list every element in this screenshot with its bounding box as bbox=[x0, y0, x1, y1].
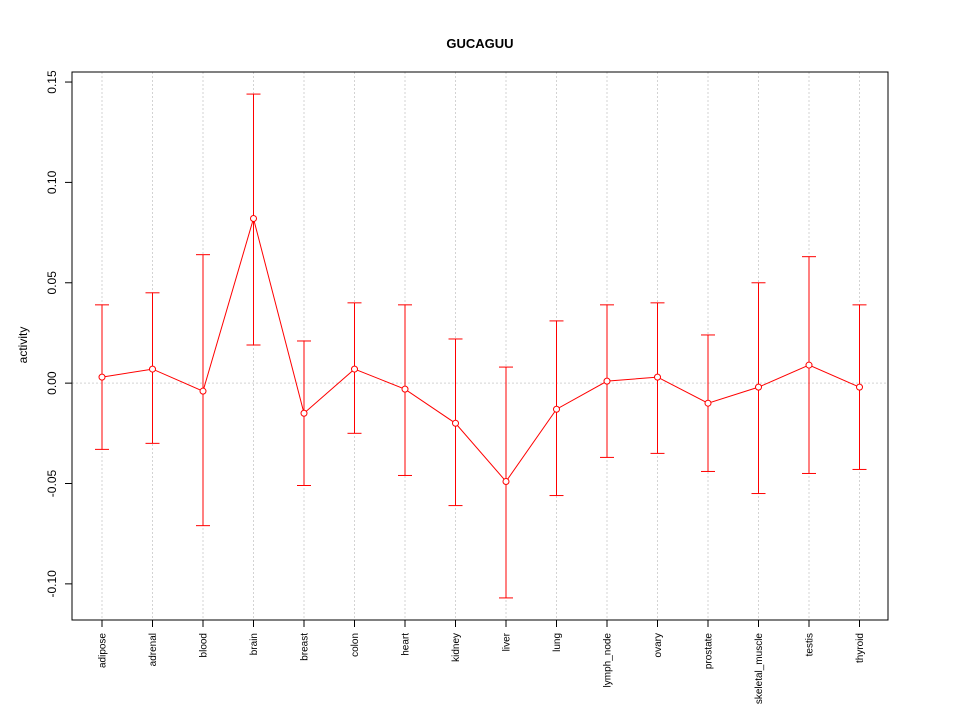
data-point-adipose bbox=[98, 373, 106, 381]
data-point-blood bbox=[199, 387, 207, 395]
data-point-brain bbox=[250, 215, 257, 223]
x-tick-label-adrenal: adrenal bbox=[148, 633, 159, 666]
data-point-testis bbox=[805, 361, 813, 369]
data-point-adrenal bbox=[149, 365, 156, 373]
data-point-lung bbox=[553, 405, 560, 413]
x-tick-label-adipose: adipose bbox=[98, 633, 109, 668]
y-tick-label: 0.00 bbox=[45, 371, 59, 395]
x-tick-label-lung: lung bbox=[552, 633, 563, 652]
series-layer bbox=[95, 93, 867, 599]
x-tick-label-lymph_node: lymph_node bbox=[603, 633, 614, 688]
x-tick-label-ovary: ovary bbox=[653, 633, 664, 657]
data-point-liver bbox=[502, 477, 510, 485]
x-tick-label-prostate: prostate bbox=[704, 633, 715, 670]
data-point-kidney bbox=[452, 419, 459, 427]
data-point-skeletal_muscle bbox=[755, 383, 762, 391]
x-tick-label-breast: breast bbox=[300, 633, 311, 661]
x-tick-label-colon: colon bbox=[350, 633, 361, 657]
data-point-lymph_node bbox=[603, 377, 611, 385]
x-tick-label-blood: blood bbox=[199, 633, 210, 657]
data-point-breast bbox=[300, 409, 308, 417]
series-line-activity bbox=[101, 216, 860, 483]
x-tick-label-testis: testis bbox=[805, 633, 816, 656]
x-tick-label-thyroid: thyroid bbox=[855, 633, 866, 663]
data-point-ovary bbox=[654, 373, 661, 381]
x-tick-label-brain: brain bbox=[249, 633, 260, 655]
y-tick-label: 0.15 bbox=[45, 70, 59, 94]
data-point-thyroid bbox=[856, 383, 863, 391]
chart-title: GUCAGUU bbox=[446, 36, 513, 51]
x-tick-label-liver: liver bbox=[502, 632, 513, 651]
x-tick-label-skeletal_muscle: skeletal_muscle bbox=[754, 633, 765, 705]
data-point-prostate bbox=[704, 399, 712, 407]
y-tick-label: -0.10 bbox=[45, 570, 59, 598]
data-point-heart bbox=[401, 385, 409, 393]
x-tick-label-heart: heart bbox=[401, 633, 412, 656]
y-tick-label: 0.10 bbox=[45, 170, 59, 194]
y-tick-label: -0.05 bbox=[45, 470, 59, 498]
x-tick-label-kidney: kidney bbox=[451, 633, 462, 662]
plot-frame bbox=[71, 71, 889, 621]
y-tick-label: 0.05 bbox=[45, 271, 59, 295]
grid-layer bbox=[72, 72, 888, 620]
y-axis-label: activity bbox=[16, 327, 30, 364]
data-point-colon bbox=[351, 365, 358, 373]
